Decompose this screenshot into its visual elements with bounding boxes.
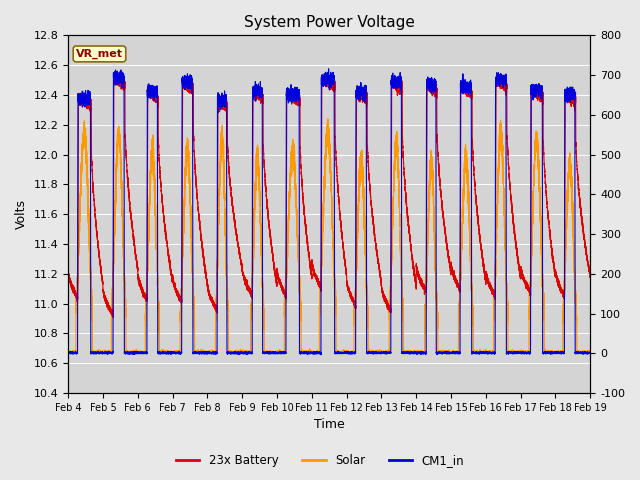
Text: VR_met: VR_met <box>76 49 123 59</box>
X-axis label: Time: Time <box>314 419 344 432</box>
Legend: 23x Battery, Solar, CM1_in: 23x Battery, Solar, CM1_in <box>171 449 469 472</box>
Title: System Power Voltage: System Power Voltage <box>244 15 415 30</box>
Y-axis label: Volts: Volts <box>15 199 28 229</box>
